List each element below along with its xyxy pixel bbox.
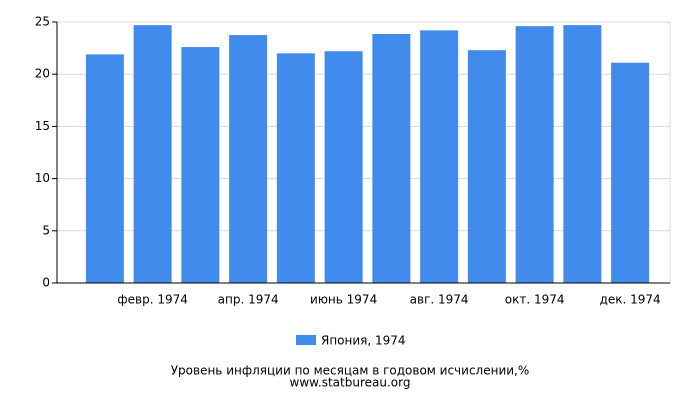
x-tick-label: дек. 1974 xyxy=(600,293,661,307)
bar xyxy=(133,25,172,284)
y-tick-label: 25 xyxy=(35,15,50,29)
chart-source: www.statbureau.org xyxy=(290,376,411,390)
x-tick-label: июнь 1974 xyxy=(310,293,377,307)
legend-swatch xyxy=(296,335,316,345)
y-tick-label: 0 xyxy=(42,276,50,290)
bar xyxy=(420,30,459,283)
x-tick-label: авг. 1974 xyxy=(410,293,469,307)
y-tick-label: 10 xyxy=(35,171,50,185)
y-tick-label: 15 xyxy=(35,119,50,133)
y-tick-label: 5 xyxy=(42,223,50,237)
bar xyxy=(324,51,363,284)
bar xyxy=(563,25,602,284)
bar xyxy=(515,26,554,284)
x-tick-label: окт. 1974 xyxy=(505,293,565,307)
bar xyxy=(611,62,650,283)
bar xyxy=(85,54,124,283)
bar xyxy=(276,53,315,283)
x-tick-label: февр. 1974 xyxy=(117,293,188,307)
chart-title: Уровень инфляции по месяцам в годовом ис… xyxy=(171,364,530,378)
bar xyxy=(181,47,220,283)
x-tick-label: апр. 1974 xyxy=(218,293,279,307)
bar xyxy=(467,50,506,283)
bar xyxy=(372,34,411,284)
bar xyxy=(229,35,268,283)
legend-label: Япония, 1974 xyxy=(321,334,406,348)
y-tick-label: 20 xyxy=(35,67,50,81)
